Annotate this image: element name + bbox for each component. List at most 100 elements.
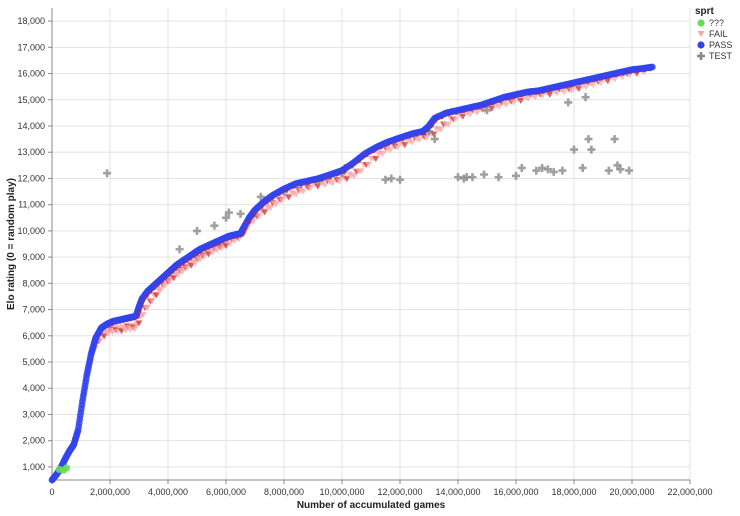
fail-marker <box>336 178 344 185</box>
fail-marker <box>196 257 204 264</box>
y-tick-label: 6,000 <box>22 331 45 341</box>
fail-marker <box>231 238 239 245</box>
legend-marker-test <box>697 52 705 60</box>
test-marker <box>483 106 492 115</box>
fail-marker <box>165 278 173 285</box>
y-tick-label: 18,000 <box>17 16 45 26</box>
legend-marker-pass <box>697 41 705 49</box>
fail-marker <box>266 205 274 212</box>
fail-marker <box>372 156 380 163</box>
y-tick-label: 3,000 <box>22 409 45 419</box>
fail-marker <box>285 194 293 201</box>
y-tick-label: 12,000 <box>17 173 45 183</box>
test-marker <box>587 145 596 154</box>
test-marker <box>462 173 471 182</box>
test-marker <box>581 93 590 102</box>
legend-title: sprt <box>695 6 715 17</box>
test-marker <box>517 163 526 172</box>
y-tick-label: 8,000 <box>22 278 45 288</box>
x-tick-label: 10,000,000 <box>319 487 364 497</box>
x-tick-label: 0 <box>49 487 54 497</box>
test-marker <box>430 135 439 144</box>
y-tick-label: 5,000 <box>22 357 45 367</box>
fail-marker <box>222 243 230 250</box>
x-tick-label: 4,000,000 <box>148 487 188 497</box>
x-tick-label: 22,000,000 <box>667 487 712 497</box>
fail-marker <box>152 292 160 299</box>
test-marker <box>543 165 552 174</box>
y-tick-label: 11,000 <box>18 200 45 210</box>
y-tick-label: 2,000 <box>22 436 45 446</box>
fail-marker <box>539 93 547 100</box>
fail-marker <box>604 78 612 85</box>
fail-marker <box>209 249 217 256</box>
x-tick-label: 12,000,000 <box>377 487 422 497</box>
fail-marker <box>183 265 191 272</box>
legend-marker-fail <box>697 31 705 37</box>
x-tick-label: 20,000,000 <box>609 487 654 497</box>
fail-marker <box>307 185 315 192</box>
test-marker <box>564 98 573 107</box>
fail-marker <box>589 82 597 89</box>
test-marker <box>175 245 184 254</box>
x-tick-label: 8,000,000 <box>264 487 304 497</box>
fail-marker <box>365 161 373 168</box>
fail-marker <box>205 251 213 258</box>
fail-marker <box>272 201 280 208</box>
y-tick-label: 10,000 <box>17 226 45 236</box>
test-marker <box>468 173 477 182</box>
fail-marker <box>611 76 619 83</box>
test-marker <box>222 213 230 222</box>
test-marker <box>459 174 468 183</box>
legend-label: FAIL <box>709 29 728 39</box>
fail-marker <box>415 137 423 144</box>
test-marker <box>584 135 593 144</box>
y-tick-label: 17,000 <box>17 42 45 52</box>
y-tick-label: 4,000 <box>22 383 45 393</box>
fail-marker <box>255 213 263 220</box>
fail-marker <box>560 89 568 96</box>
fail-marker <box>343 176 351 183</box>
fail-marker <box>292 191 300 198</box>
fail-marker <box>510 99 518 106</box>
pass-marker <box>648 63 656 71</box>
fail-marker <box>394 144 402 151</box>
fail-marker <box>192 260 200 267</box>
fail-marker <box>187 262 195 269</box>
fail-marker <box>144 304 152 311</box>
fail-marker <box>161 282 169 289</box>
fail-marker <box>350 173 358 180</box>
test-marker <box>625 166 634 175</box>
legend-label: PASS <box>709 40 732 50</box>
y-axis-title: Elo rating (0 = random play) <box>6 178 17 310</box>
test-marker <box>512 171 520 180</box>
x-tick-label: 16,000,000 <box>493 487 538 497</box>
fail-marker <box>328 180 336 187</box>
fail-marker <box>174 272 182 279</box>
fail-marker <box>488 105 496 112</box>
test-marker <box>381 175 390 184</box>
test-marker <box>224 208 233 217</box>
fail-marker <box>473 109 481 116</box>
test-marker <box>494 173 503 182</box>
fail-marker <box>379 150 387 157</box>
legend-label: ??? <box>709 18 724 28</box>
x-tick-label: 2,000,000 <box>90 487 130 497</box>
y-tick-label: 15,000 <box>17 95 45 105</box>
y-tick-label: 13,000 <box>17 147 45 157</box>
test-marker <box>396 175 405 184</box>
fail-marker <box>582 84 590 91</box>
test-marker <box>103 169 112 178</box>
y-tick-label: 9,000 <box>22 252 45 262</box>
test-marker <box>570 145 578 154</box>
fail-marker <box>278 197 286 204</box>
test-marker <box>604 166 613 175</box>
test-marker <box>578 163 587 172</box>
fail-marker <box>135 320 143 327</box>
fail-marker <box>157 287 165 294</box>
fail-marker <box>531 94 539 101</box>
x-tick-label: 6,000,000 <box>206 487 246 497</box>
unknown-series <box>55 464 71 474</box>
test-marker <box>236 209 245 218</box>
